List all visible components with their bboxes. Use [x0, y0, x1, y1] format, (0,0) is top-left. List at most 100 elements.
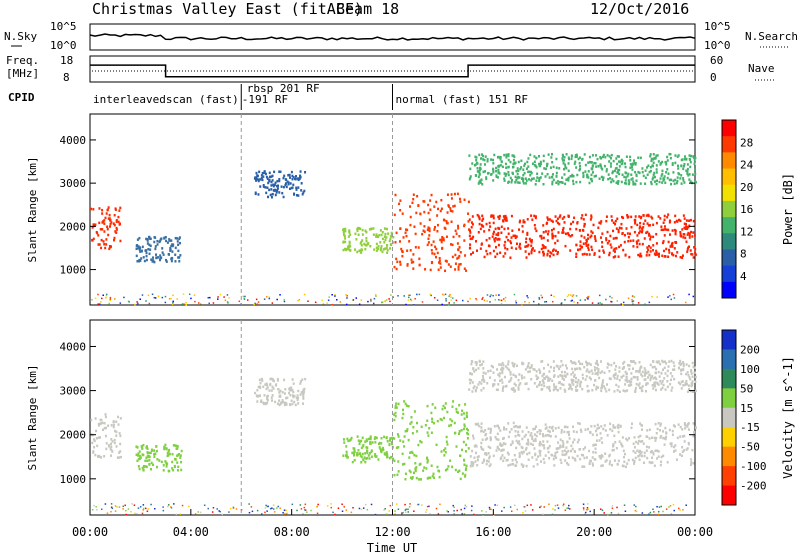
echo-cell: [266, 383, 269, 387]
echo-cell: [618, 440, 621, 443]
echo-cell: [423, 210, 426, 214]
echo-cell: [526, 218, 529, 221]
echo-cell: [436, 419, 439, 423]
echo-cell: [652, 176, 655, 179]
colorbar-swatch: [722, 200, 736, 218]
echo-cell: [645, 231, 648, 235]
echo-cell: [412, 197, 415, 201]
echo-cell: [439, 262, 442, 265]
echo-cell: [285, 396, 288, 400]
echo-cell: [501, 443, 504, 447]
ground-scatter-point: [522, 511, 524, 514]
echo-cell: [684, 381, 687, 385]
echo-cell: [402, 236, 405, 239]
ground-scatter-point: [562, 504, 564, 507]
ground-scatter-point: [109, 298, 112, 300]
echo-cell: [578, 162, 581, 165]
echo-cell: [614, 441, 617, 444]
echo-cell: [278, 177, 281, 181]
ground-scatter-point: [146, 510, 149, 513]
echo-cell: [170, 239, 173, 242]
echo-cell: [266, 186, 269, 189]
echo-cell: [600, 157, 603, 160]
ground-scatter-point: [256, 509, 259, 512]
echo-cell: [480, 445, 483, 449]
echo-cell: [569, 235, 572, 238]
echo-cell: [304, 377, 307, 381]
ground-scatter-point: [238, 300, 241, 303]
echo-cell: [401, 452, 404, 456]
ground-scatter-point: [611, 505, 614, 507]
ground-scatter-point: [463, 513, 466, 515]
ground-scatter-point: [141, 512, 144, 515]
echo-cell: [427, 226, 430, 229]
echo-cell: [515, 235, 518, 238]
ground-scatter-point: [383, 509, 385, 511]
echo-cell: [513, 425, 516, 429]
echo-cell: [367, 437, 370, 441]
echo-cell: [682, 361, 685, 364]
echo-cell: [648, 234, 651, 237]
echo-cell: [682, 384, 685, 387]
echo-cell: [582, 448, 585, 451]
echo-cell: [535, 156, 538, 160]
echo-cell: [265, 175, 268, 179]
echo-cell: [631, 163, 634, 166]
echo-cell: [603, 164, 606, 168]
echo-cell: [110, 438, 113, 441]
echo-cell: [380, 245, 383, 248]
echo-cell: [100, 246, 103, 250]
echo-cell: [378, 446, 381, 449]
ground-scatter-point: [161, 296, 164, 299]
echo-cell: [507, 363, 510, 366]
echo-cell: [547, 153, 550, 156]
echo-cell: [534, 437, 537, 441]
echo-cell: [286, 180, 289, 183]
echo-cell: [535, 374, 538, 377]
ground-scatter-point: [171, 303, 174, 306]
echo-cell: [634, 161, 637, 165]
echo-cell: [577, 421, 580, 425]
echo-cell: [457, 432, 460, 435]
echo-cell: [388, 443, 391, 447]
echo-cell: [688, 364, 691, 368]
echo-cell: [634, 386, 637, 390]
echo-cell: [567, 233, 570, 237]
ground-scatter-point: [207, 296, 210, 299]
echo-cell: [554, 435, 557, 438]
echo-cell: [593, 366, 596, 369]
echo-cell: [530, 214, 533, 217]
echo-cell: [571, 456, 574, 459]
echo-cell: [499, 164, 502, 167]
ground-scatter-point: [568, 504, 570, 507]
ground-scatter-point: [268, 296, 271, 298]
echo-cell: [525, 442, 528, 446]
echo-cell: [302, 397, 305, 400]
echo-cell: [282, 176, 285, 180]
ground-scatter-point: [538, 303, 540, 305]
echo-cell: [387, 232, 390, 235]
echo-cell: [356, 229, 359, 233]
ground-scatter-point: [448, 295, 450, 297]
echo-cell: [397, 435, 400, 438]
echo-cell: [264, 186, 267, 189]
echo-cell: [591, 154, 594, 157]
echo-cell: [293, 193, 296, 196]
echo-cell: [492, 249, 495, 253]
echo-cell: [271, 179, 274, 182]
echo-cell: [639, 216, 642, 220]
echo-cell: [301, 378, 304, 381]
echo-cell: [471, 215, 474, 218]
echo-cell: [561, 439, 564, 443]
echo-cell: [101, 208, 104, 212]
ground-scatter-point: [136, 303, 139, 306]
echo-cell: [380, 442, 383, 445]
ground-scatter-point: [136, 301, 138, 303]
echo-cell: [386, 439, 389, 443]
echo-cell: [683, 163, 686, 166]
echo-cell: [596, 362, 599, 365]
echo-cell: [617, 255, 620, 258]
ground-scatter-point: [526, 295, 528, 297]
nsearch-tick-top: 10^5: [704, 20, 731, 33]
echo-cell: [590, 245, 593, 249]
